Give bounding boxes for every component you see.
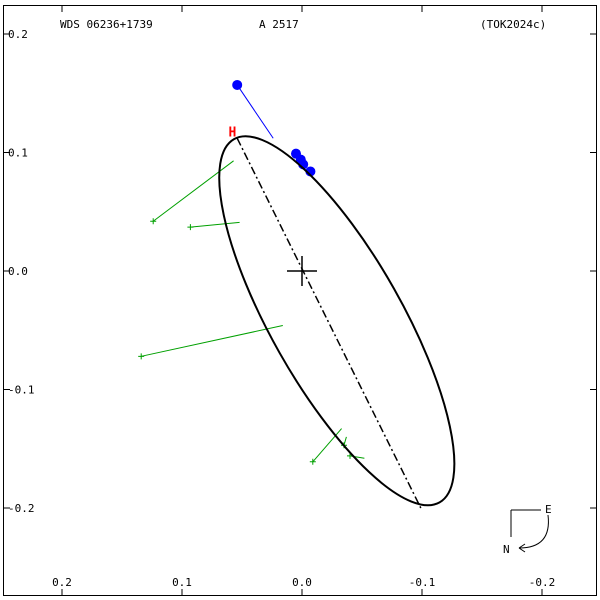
compass-east-label: E (545, 503, 552, 516)
observation-dot (232, 79, 243, 90)
observation-point (309, 458, 316, 465)
orbit-layer (218, 135, 456, 509)
compass: E N (503, 503, 552, 556)
compass-arrow-head-icon (518, 543, 526, 553)
residual-line (190, 221, 240, 228)
observation-point (150, 218, 157, 225)
line-of-nodes (236, 137, 422, 509)
x-tick-label: -0.1 (409, 576, 436, 589)
primary-star-marker (287, 256, 317, 286)
y-axis-ticks: 0.2 0.1 0.0 -0.1 -0.2 (4, 28, 596, 515)
orbit-ellipse (218, 135, 456, 507)
y-tick-label: -0.2 (8, 502, 35, 515)
header-right: (TOK2024c) (480, 18, 546, 31)
header-left: WDS 06236+1739 (60, 18, 153, 31)
x-tick-label: 0.0 (292, 576, 312, 589)
observation-point (138, 353, 145, 360)
node-label: H (228, 125, 236, 140)
x-tick-label: 0.1 (172, 576, 192, 589)
compass-arrow-arc (518, 514, 549, 549)
x-tick-label: -0.2 (529, 576, 556, 589)
x-tick-label: 0.2 (52, 576, 72, 589)
green-observations (138, 160, 365, 465)
observation-point (187, 224, 194, 231)
residual-line (236, 84, 274, 139)
y-tick-label: -0.1 (8, 384, 35, 397)
plot-frame (3, 5, 597, 596)
residual-line (152, 160, 234, 222)
y-tick-label: 0.2 (8, 28, 28, 41)
primary-cross-icon (287, 256, 317, 286)
y-tick-label: 0.0 (8, 265, 28, 278)
blue-observations (232, 79, 316, 177)
compass-arms (510, 509, 541, 537)
residual-line (312, 428, 342, 463)
node-layer: H (228, 125, 236, 140)
x-axis-ticks: 0.2 0.1 0.0 -0.1 -0.2 (52, 6, 555, 595)
y-tick-label: 0.1 (8, 147, 28, 160)
residual-line (141, 325, 283, 357)
compass-north-label: N (503, 543, 510, 556)
header-center: A 2517 (259, 18, 299, 31)
